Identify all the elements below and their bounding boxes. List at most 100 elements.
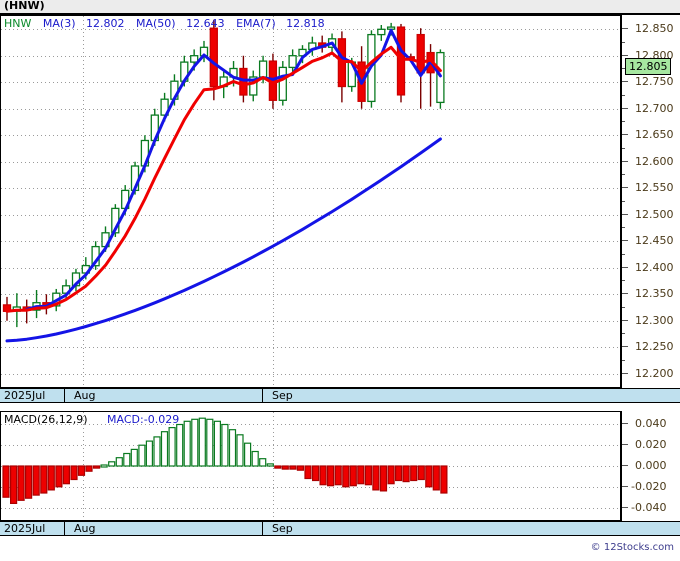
macd-axis-tick: [621, 423, 628, 425]
date-axis-separator: [64, 522, 65, 535]
macd-axis: 0.040 0.020 0.000 -0.020 -0.040: [621, 411, 680, 521]
price-axis-label: 12.700: [635, 101, 674, 115]
macd-axis-tick: [621, 465, 628, 466]
legend-ma-long-label: MA(50): [136, 17, 176, 30]
macd-axis-label: 0.020: [635, 438, 667, 452]
macd-bar: [289, 465, 297, 470]
macd-bar: [259, 458, 267, 467]
date-axis-tick-label: Aug: [74, 389, 96, 402]
candle-body: [377, 28, 386, 36]
price-axis-tick: [621, 160, 628, 162]
macd-bar: [274, 465, 282, 469]
price-axis-label: 12.300: [635, 313, 674, 327]
legend-ma-short-label: MA(3): [42, 17, 76, 30]
macd-axis-label: -0.020: [631, 479, 667, 493]
macd-bar: [327, 465, 335, 487]
price-axis-minor-tick: [621, 121, 625, 122]
price-axis-label: 12.400: [635, 260, 674, 274]
candle-body: [288, 55, 297, 69]
macd-bar: [100, 464, 108, 468]
date-axis-tick-label: Aug: [74, 522, 96, 535]
date-axis-top: 2025Jul Aug Sep: [0, 388, 680, 403]
macd-bar: [40, 465, 48, 494]
legend-ema-value: 12.818: [286, 17, 325, 30]
price-axis-minor-tick: [621, 174, 625, 175]
macd-bar: [221, 423, 229, 467]
ma3-line: [25, 28, 442, 311]
price-axis-tick: [621, 372, 628, 374]
macd-bar: [130, 448, 138, 467]
price-axis-minor-tick: [621, 94, 625, 96]
legend-ma-long-value: 12.643: [186, 17, 225, 30]
macd-bar: [228, 429, 237, 467]
macd-bar: [402, 465, 410, 483]
macd-bar: [432, 465, 440, 491]
price-axis: 12.850 12.800 12.750 12.700 12.650 12.600 12.5…: [621, 15, 680, 388]
candle-body: [436, 51, 445, 104]
price-axis-tick: [621, 346, 628, 348]
date-axis-separator: [64, 389, 65, 402]
price-axis-minor-tick: [621, 147, 625, 149]
macd-bar: [123, 452, 131, 467]
macd-bar: [198, 417, 206, 467]
price-axis-tick: [621, 240, 628, 242]
price-chart-panel[interactable]: [0, 15, 621, 388]
price-axis-tick: [621, 213, 628, 215]
price-axis-tick: [621, 81, 628, 83]
macd-bar: [168, 427, 176, 467]
macd-bar: [25, 465, 33, 499]
price-axis-label: 12.500: [635, 207, 674, 221]
macd-chart-panel[interactable]: [0, 411, 621, 521]
price-axis-minor-tick: [621, 227, 625, 228]
price-axis-border: [621, 15, 622, 388]
macd-bar: [364, 465, 372, 486]
ema7-line: [5, 45, 442, 313]
macd-bar: [77, 465, 86, 476]
price-axis-tick: [621, 107, 628, 109]
macd-bar: [108, 461, 116, 467]
macd-axis-border: [621, 411, 622, 521]
macd-bar: [206, 418, 214, 467]
price-legend: HNW MA(3) 12.802 MA(50) 12.643 EMA(7) 12…: [0, 17, 621, 31]
macd-bar: [357, 465, 365, 485]
page-title: (HNW): [4, 0, 45, 12]
macd-legend: MACD(26,12,9) MACD:-0.029: [0, 413, 621, 427]
candle-body: [249, 76, 258, 96]
price-axis-minor-tick: [621, 359, 625, 361]
macd-bar: [92, 465, 101, 469]
macd-bar: [395, 465, 403, 482]
macd-bar: [55, 465, 63, 488]
macd-bar: [213, 420, 221, 467]
price-axis-label: 12.350: [635, 287, 674, 301]
macd-bar: [191, 418, 199, 467]
price-axis-tick: [621, 134, 628, 136]
macd-bar: [417, 465, 425, 481]
date-axis-tick-label: Sep: [272, 522, 293, 535]
macd-bar: [85, 465, 93, 472]
macd-bar: [410, 465, 418, 482]
price-axis-minor-tick: [621, 306, 625, 308]
macd-bar: [62, 465, 71, 485]
macd-bar: [2, 465, 10, 498]
candle-body: [190, 55, 199, 63]
price-axis-tick: [621, 54, 628, 56]
macd-bar: [281, 465, 289, 470]
price-chart-canvas[interactable]: [1, 16, 620, 387]
macd-axis-label: -0.040: [631, 500, 667, 514]
macd-bar: [312, 465, 320, 482]
candle-body: [278, 66, 287, 101]
macd-bar: [349, 465, 357, 487]
macd-bar: [153, 436, 161, 467]
price-axis-minor-tick: [621, 253, 625, 255]
macd-bar: [304, 465, 312, 480]
macd-chart-canvas[interactable]: [1, 412, 620, 520]
macd-bar: [440, 465, 448, 494]
price-axis-minor-tick: [621, 68, 625, 69]
candle-body: [258, 60, 268, 78]
macd-bar: [379, 465, 388, 492]
macd-bar: [425, 465, 433, 488]
date-axis-tick-label: 2025Jul: [4, 522, 46, 535]
copyright-label: © 12Stocks.com: [590, 542, 674, 553]
legend-ma-short-value: 12.802: [86, 17, 125, 30]
macd-bar: [183, 420, 191, 467]
